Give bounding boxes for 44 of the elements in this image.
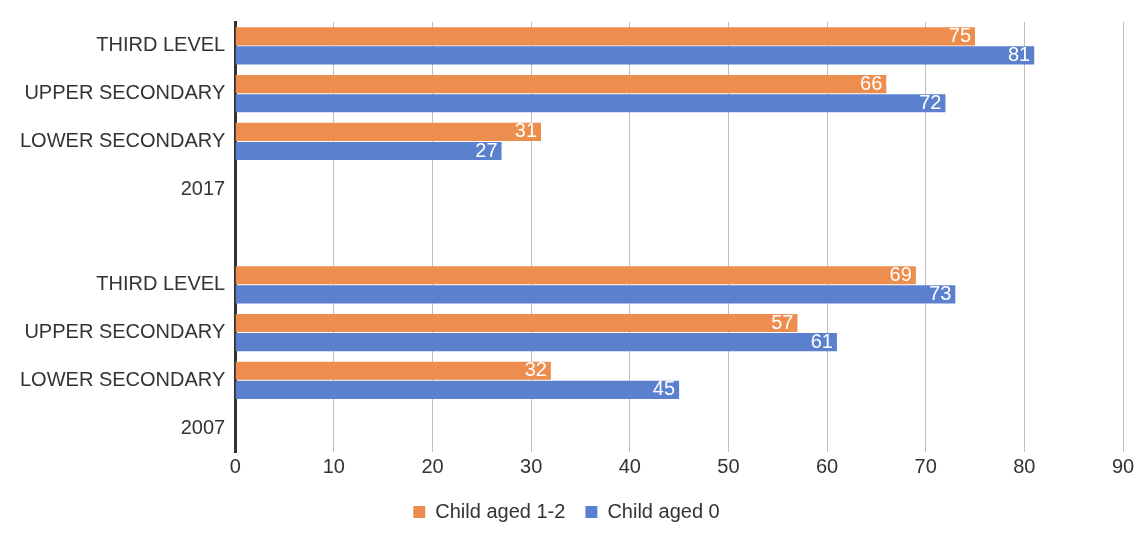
x-tick-label: 0 bbox=[229, 454, 241, 477]
bar bbox=[235, 313, 798, 333]
data-label: 27 bbox=[475, 138, 498, 161]
x-tick-label: 70 bbox=[914, 454, 937, 477]
x-tick-label: 50 bbox=[717, 454, 740, 477]
x-tick-label: 30 bbox=[520, 454, 543, 477]
bar bbox=[235, 94, 946, 113]
legend-label: Child aged 0 bbox=[607, 499, 720, 522]
bar bbox=[235, 361, 551, 380]
y-tick-label: THIRD LEVEL bbox=[96, 33, 226, 56]
data-label: 73 bbox=[929, 281, 952, 304]
data-label: 72 bbox=[919, 90, 942, 113]
x-tick-label: 10 bbox=[322, 454, 345, 477]
bar bbox=[235, 266, 916, 285]
bar bbox=[235, 75, 887, 94]
data-label: 66 bbox=[860, 71, 883, 94]
bar bbox=[235, 380, 680, 399]
data-label: 75 bbox=[948, 23, 972, 46]
data-label: 57 bbox=[771, 310, 794, 333]
x-tick-label: 20 bbox=[421, 454, 444, 477]
x-tick-label: 60 bbox=[815, 454, 839, 477]
y-tick-label: LOWER SECONDARY bbox=[19, 367, 226, 390]
y-tick-label: 2017 bbox=[180, 176, 226, 199]
bar bbox=[235, 285, 956, 304]
bar bbox=[235, 27, 976, 46]
bar bbox=[235, 141, 502, 161]
data-label: 32 bbox=[524, 358, 547, 381]
y-tick-label: UPPER SECONDARY bbox=[24, 320, 226, 343]
data-label: 31 bbox=[514, 119, 538, 142]
x-tick-label: 40 bbox=[618, 454, 641, 477]
bar bbox=[235, 46, 1035, 65]
data-label: 61 bbox=[810, 329, 833, 352]
x-tick-label: 90 bbox=[1111, 454, 1135, 477]
bar bbox=[235, 333, 837, 352]
y-tick-label: LOWER SECONDARY bbox=[19, 128, 226, 151]
data-label: 69 bbox=[889, 262, 912, 285]
bar bbox=[235, 122, 542, 141]
data-label: 45 bbox=[652, 377, 676, 400]
x-tick-label: 80 bbox=[1013, 454, 1036, 477]
legend-label: Child aged 1-2 bbox=[435, 499, 566, 522]
y-tick-label: THIRD LEVEL bbox=[96, 272, 226, 295]
y-tick-label: UPPER SECONDARY bbox=[24, 81, 226, 104]
data-label: 81 bbox=[1007, 42, 1031, 65]
y-tick-label: 2007 bbox=[180, 415, 226, 438]
